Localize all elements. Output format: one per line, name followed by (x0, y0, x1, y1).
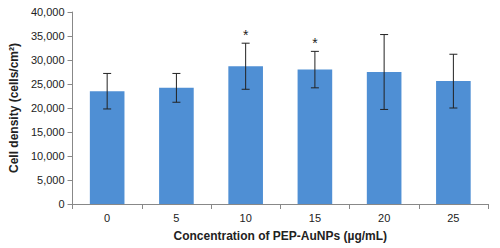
svg-text:10: 10 (240, 212, 252, 224)
svg-text:*: * (243, 27, 249, 43)
svg-text:5,000: 5,000 (37, 174, 65, 186)
svg-text:5: 5 (173, 212, 179, 224)
svg-text:10,000: 10,000 (31, 150, 65, 162)
svg-text:40,000: 40,000 (31, 6, 65, 18)
svg-text:20: 20 (378, 212, 390, 224)
svg-text:25,000: 25,000 (31, 78, 65, 90)
svg-text:0: 0 (58, 198, 64, 210)
svg-text:30,000: 30,000 (31, 54, 65, 66)
svg-text:15,000: 15,000 (31, 126, 65, 138)
svg-text:Cell density (cells/cm²): Cell density (cells/cm²) (7, 43, 21, 173)
svg-text:20,000: 20,000 (31, 102, 65, 114)
svg-text:15: 15 (309, 212, 321, 224)
svg-text:*: * (312, 35, 318, 51)
svg-text:0: 0 (104, 212, 110, 224)
svg-text:25: 25 (447, 212, 459, 224)
svg-text:Concentration of PEP-AuNPs (µg: Concentration of PEP-AuNPs (µg/mL) (173, 229, 387, 243)
svg-text:35,000: 35,000 (31, 30, 65, 42)
